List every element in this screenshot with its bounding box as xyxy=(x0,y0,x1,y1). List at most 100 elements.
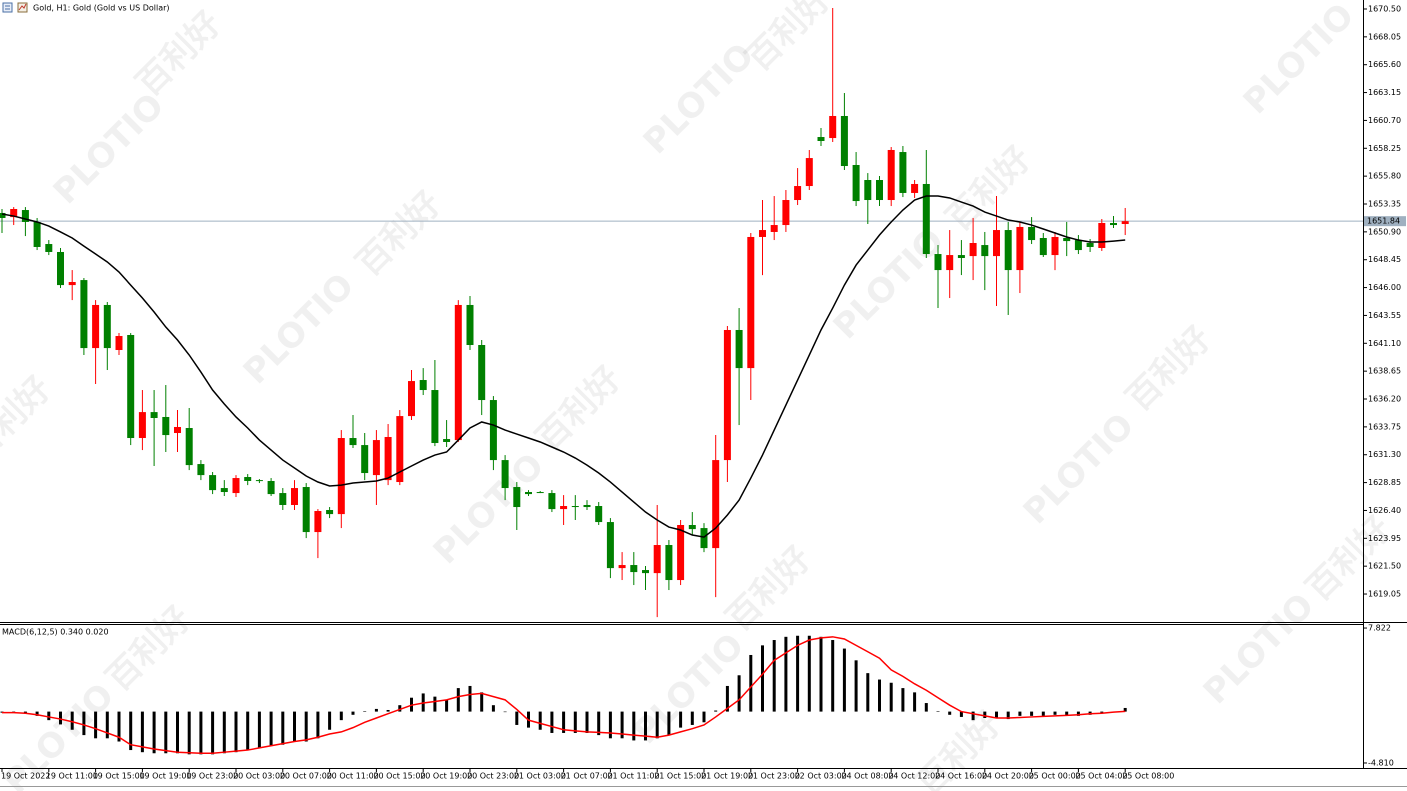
candle-body xyxy=(21,210,29,222)
candle-body xyxy=(829,115,837,139)
candle-body xyxy=(1121,221,1129,225)
y-tick-label: 1619.05 xyxy=(1368,590,1401,599)
candle-body xyxy=(361,445,369,474)
macd-bar xyxy=(1006,711,1010,720)
macd-bar xyxy=(398,705,402,712)
x-tick-label: 19 Oct 19:00 xyxy=(139,772,191,781)
watermark-name: 百利好 xyxy=(739,0,839,79)
watermark-name: 百利好 xyxy=(939,139,1039,239)
y-tick-label: 1623.95 xyxy=(1368,534,1401,543)
x-tick-label: 20 Oct 11:00 xyxy=(327,772,379,781)
y-tick-label: 1653.35 xyxy=(1368,199,1401,208)
candle-body xyxy=(0,212,6,218)
macd-bar xyxy=(901,688,905,712)
candle-body xyxy=(220,488,228,493)
candle-body xyxy=(759,230,766,237)
macd-bar xyxy=(702,711,706,723)
macd-bar xyxy=(807,635,811,712)
candle-body xyxy=(33,221,41,247)
macd-bar xyxy=(725,685,729,712)
candle-body xyxy=(255,480,263,482)
y-tick-label: 1650.90 xyxy=(1368,227,1401,236)
macd-bar xyxy=(386,709,390,712)
macd-bar xyxy=(1041,711,1045,716)
x-tick-label: 20 Oct 19:00 xyxy=(420,772,472,781)
candle-body xyxy=(934,254,942,271)
candle-body xyxy=(1051,236,1059,256)
candle-body xyxy=(583,504,591,508)
candle-body xyxy=(150,412,158,419)
macd-bar xyxy=(995,711,998,719)
y-tick-label: 1655.80 xyxy=(1368,172,1401,181)
candle-body xyxy=(489,400,497,461)
candle-body xyxy=(513,487,521,508)
macd-bar xyxy=(199,711,203,755)
y-tick-label: 1643.55 xyxy=(1368,311,1401,320)
last-price-label: 1651.84 xyxy=(1367,217,1400,226)
macd-bar xyxy=(878,679,881,712)
y-tick-label: 1658.25 xyxy=(1368,144,1401,153)
macd-bar xyxy=(772,640,776,712)
candle-body xyxy=(536,492,544,494)
macd-bar xyxy=(1065,711,1069,716)
macd-bar xyxy=(690,711,694,725)
macd-bar xyxy=(573,711,577,733)
watermark-brand: PLOTIO xyxy=(1236,0,1363,122)
macd-bar xyxy=(293,711,296,742)
x-tick-label: 24 Oct 20:00 xyxy=(982,772,1034,781)
candle-body xyxy=(700,528,708,549)
candle-body xyxy=(174,426,181,434)
candle-body xyxy=(326,509,334,515)
macd-bar xyxy=(328,711,332,730)
candle-body xyxy=(571,506,579,508)
macd-bar xyxy=(924,703,928,712)
macd-bar xyxy=(281,711,285,745)
candle-body xyxy=(408,381,415,417)
candle-body xyxy=(712,460,720,549)
y-tick-label: 1636.20 xyxy=(1368,395,1401,404)
macd-bar xyxy=(211,711,215,755)
macd-bar xyxy=(246,711,250,751)
candle-body xyxy=(291,488,298,505)
candle-body xyxy=(209,475,217,491)
x-tick-label: 19 Oct 23:00 xyxy=(186,772,238,781)
candle-body xyxy=(232,478,240,494)
macd-bar xyxy=(854,660,858,712)
macd-bar xyxy=(971,711,975,721)
candle-body xyxy=(911,183,919,193)
y-tick-label: 1633.75 xyxy=(1368,422,1401,431)
candle-body xyxy=(1074,240,1082,251)
y-tick-label: 1621.50 xyxy=(1368,562,1401,571)
last-price-box xyxy=(1364,216,1406,227)
candle-body xyxy=(852,164,860,202)
x-tick-label: 21 Oct 23:00 xyxy=(748,772,800,781)
y-tick-label: 1631.30 xyxy=(1368,450,1401,459)
candle-body xyxy=(68,282,76,286)
x-tick-label: 24 Oct 16:00 xyxy=(935,772,987,781)
x-tick-label: 25 Oct 00:00 xyxy=(1029,772,1081,781)
macd-bar xyxy=(480,692,484,712)
watermark-brand: PLOTIO xyxy=(46,86,173,213)
macd-bar xyxy=(1053,711,1057,715)
candle-body xyxy=(747,236,755,369)
macd-bar xyxy=(105,711,109,739)
macd-bar xyxy=(257,711,261,748)
candle-body xyxy=(677,525,685,581)
candle-body xyxy=(1098,222,1106,249)
x-tick-label: 21 Oct 03:00 xyxy=(514,772,566,781)
candle-body xyxy=(1028,226,1036,241)
macd-bar xyxy=(164,711,168,754)
candle-body xyxy=(840,115,848,167)
watermark-name: 百利好 xyxy=(349,184,449,284)
candle-body xyxy=(630,565,638,573)
macd-bar xyxy=(538,711,542,730)
candle-body xyxy=(80,280,88,349)
macd-bar xyxy=(503,711,507,713)
x-tick-label: 20 Oct 03:00 xyxy=(233,772,285,781)
macd-bar xyxy=(632,711,636,741)
macd-bar xyxy=(913,692,917,712)
candle-body xyxy=(1016,226,1024,271)
candle-body xyxy=(618,565,626,569)
macd-bar xyxy=(117,711,121,742)
